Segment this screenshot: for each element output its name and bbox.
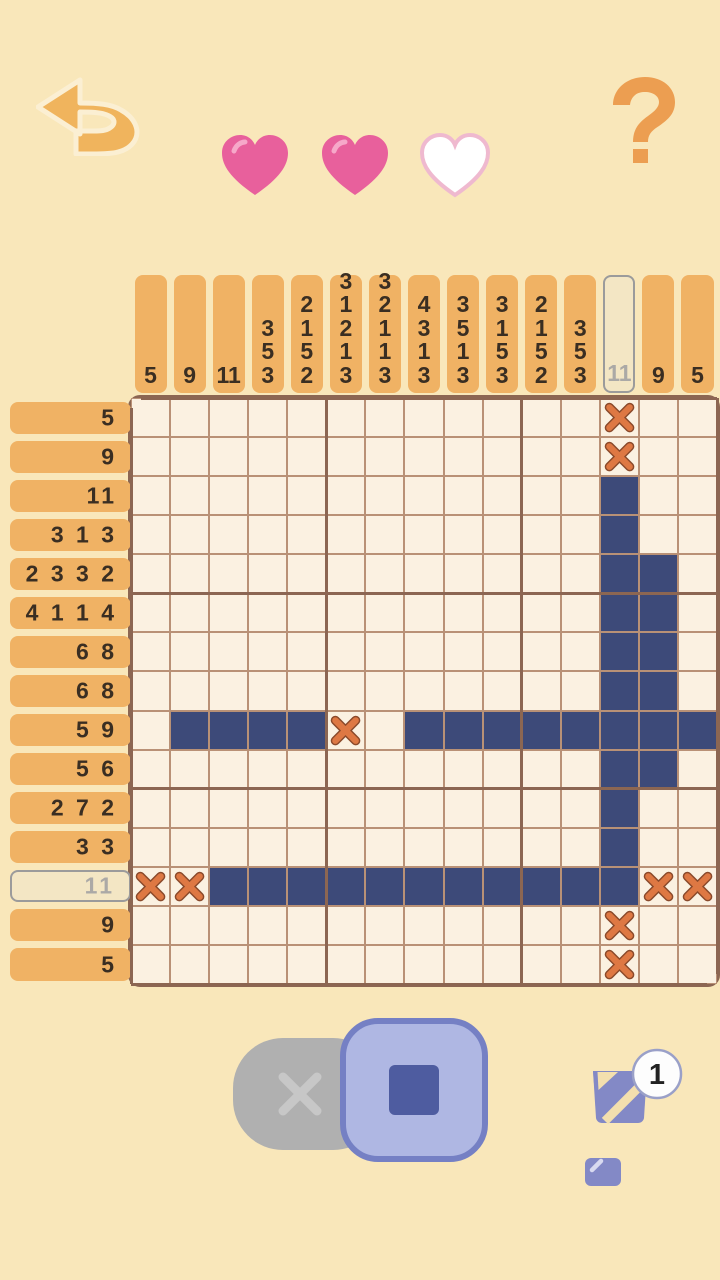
svg-text:1: 1 bbox=[649, 1059, 665, 1091]
